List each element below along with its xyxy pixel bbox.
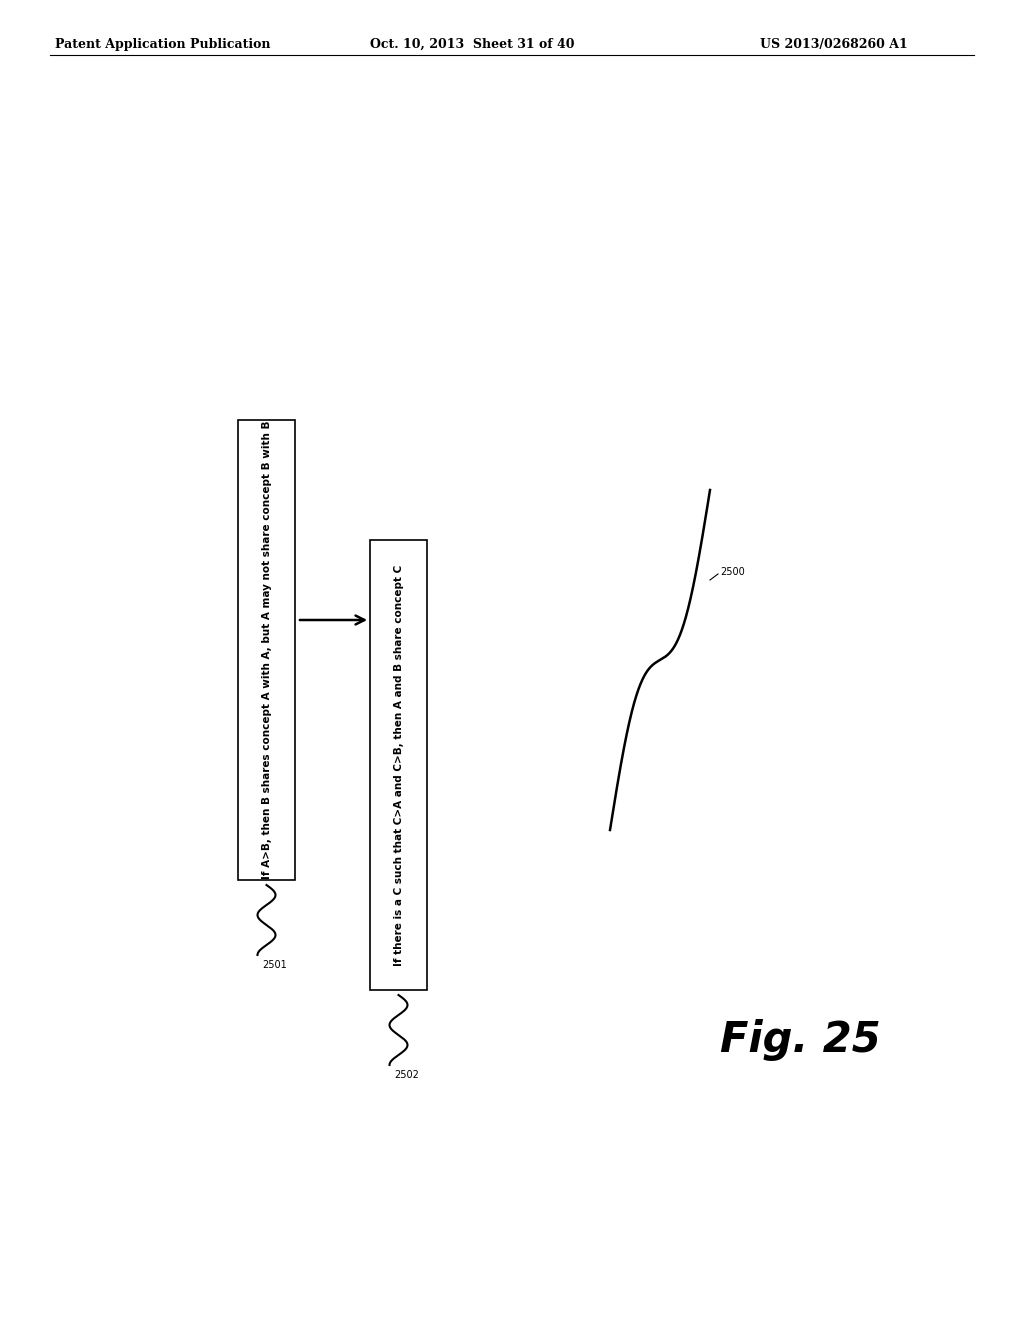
Text: 2502: 2502 (394, 1071, 420, 1080)
Text: If there is a C such that C>A and C>B, then A and B share concept C: If there is a C such that C>A and C>B, t… (393, 565, 403, 966)
Bar (370, 540, 427, 990)
Bar (238, 420, 295, 880)
Text: Oct. 10, 2013  Sheet 31 of 40: Oct. 10, 2013 Sheet 31 of 40 (370, 38, 574, 51)
Text: US 2013/0268260 A1: US 2013/0268260 A1 (760, 38, 907, 51)
Text: Fig. 25: Fig. 25 (720, 1019, 881, 1061)
Text: Patent Application Publication: Patent Application Publication (55, 38, 270, 51)
Text: 2500: 2500 (720, 568, 744, 577)
Text: If A>B, then B shares concept A with A, but A may not share concept B with B: If A>B, then B shares concept A with A, … (261, 421, 271, 879)
Text: 2501: 2501 (262, 960, 288, 970)
